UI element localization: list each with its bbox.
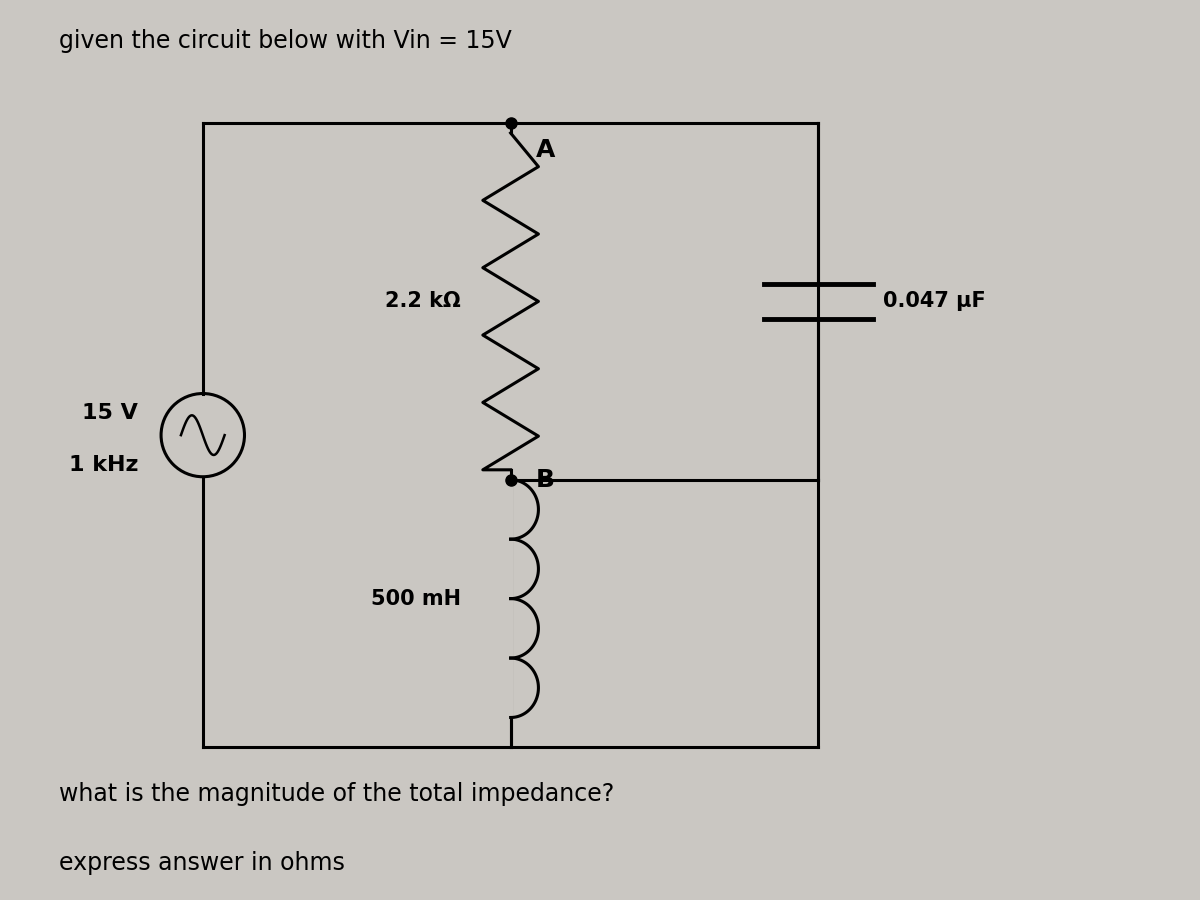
- Text: 500 mH: 500 mH: [371, 589, 461, 608]
- Text: 2.2 kΩ: 2.2 kΩ: [385, 292, 461, 311]
- Text: express answer in ohms: express answer in ohms: [59, 851, 344, 875]
- Text: 1 kHz: 1 kHz: [68, 454, 138, 475]
- Text: given the circuit below with Vin = 15V: given the circuit below with Vin = 15V: [59, 29, 511, 53]
- Text: B: B: [535, 468, 554, 491]
- Text: 0.047 µF: 0.047 µF: [883, 292, 985, 311]
- Text: what is the magnitude of the total impedance?: what is the magnitude of the total imped…: [59, 782, 614, 806]
- Text: A: A: [535, 138, 554, 162]
- Text: 15 V: 15 V: [83, 403, 138, 423]
